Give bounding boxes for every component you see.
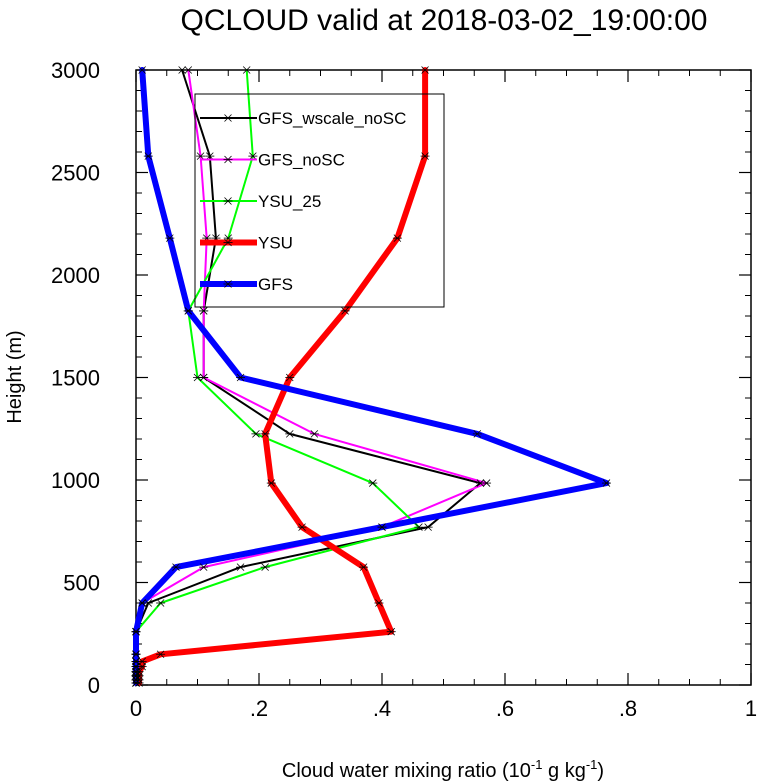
legend-marker (223, 155, 233, 164)
plot-area: 0 .2 .4 .6 .8 1 0 500 1000 1500 2000 2500 3000 (51, 58, 757, 721)
x-axis-label-part3: ) (597, 760, 604, 782)
data-point-YSU (374, 599, 384, 607)
data-point-GFS (137, 599, 147, 607)
data-point-GFS (131, 671, 141, 680)
x-tick-label: .6 (496, 696, 514, 721)
legend-label: YSU_25 (258, 192, 321, 211)
data-point-YSU (359, 563, 369, 571)
data-point-YSU (420, 152, 430, 160)
y-tick-label: 1000 (51, 468, 100, 493)
data-point-GFS_noSC (199, 307, 209, 315)
data-point-YSU (386, 627, 396, 636)
data-point-YSU_25 (193, 373, 202, 382)
data-point-GFS (377, 523, 387, 531)
x-axis-label-part2: g kg (542, 760, 585, 782)
y-axis-label: Height (m) (4, 330, 26, 423)
data-point-YSU_25 (248, 152, 258, 160)
data-point-GFS (472, 430, 482, 438)
y-tick-label: 1500 (51, 366, 100, 391)
data-point-YSU (285, 373, 295, 382)
legend: GFS_wscale_noSC GFS_noSC YSU_25 YSU GFS (194, 93, 445, 308)
data-point-GFS (131, 657, 141, 666)
data-point-GFS (143, 152, 153, 160)
data-point-GFS (165, 234, 175, 242)
legend-entries: GFS_wscale_noSC GFS_noSC YSU_25 YSU GFS (200, 109, 406, 294)
legend-marker (223, 280, 233, 288)
y-tick-label: 3000 (51, 58, 100, 83)
data-point-YSU (297, 523, 307, 531)
data-point-GFS_noSC (196, 152, 206, 160)
data-point-GFS (131, 650, 141, 659)
data-point-YSU_25 (156, 599, 166, 607)
data-point-GFS (171, 563, 181, 571)
data-point-YSU (420, 66, 430, 74)
legend-label: GFS_wscale_noSC (258, 109, 406, 128)
x-axis-label-sup1: -1 (531, 757, 543, 772)
data-point-GFS_wscale_noSC (205, 152, 215, 160)
x-tick-label: .2 (250, 696, 268, 721)
legend-label: GFS_noSC (258, 151, 345, 170)
data-point-YSU (266, 479, 276, 487)
y-tick-label: 500 (63, 571, 100, 596)
x-tick-label: .4 (373, 696, 391, 721)
data-point-GFS (601, 479, 611, 487)
data-point-YSU_25 (242, 66, 252, 74)
data-point-YSU_25 (414, 523, 424, 531)
x-axis-label: Cloud water mixing ratio (10-1 g kg-1) (282, 757, 604, 782)
ticks-layer: 0 .2 .4 .6 .8 1 0 500 1000 1500 2000 2500 3000 (51, 58, 757, 721)
x-tick-label: .8 (619, 696, 637, 721)
legend-item: YSU (200, 234, 293, 253)
legend-marker (223, 238, 233, 247)
data-point-GFS_noSC (199, 563, 209, 571)
chart-title: QCLOUD valid at 2018-03-02_19:00:00 (181, 4, 708, 37)
y-tick-label: 0 (88, 673, 100, 698)
data-point-GFS_wscale_noSC (423, 523, 433, 531)
data-point-YSU_25 (368, 479, 378, 487)
data-point-GFS_wscale_noSC (236, 563, 246, 571)
x-axis-label-part1: Cloud water mixing ratio (10 (282, 760, 531, 782)
data-point-GFS (236, 373, 246, 382)
legend-label: GFS (258, 275, 293, 294)
legend-label: YSU (258, 234, 293, 253)
data-point-GFS_noSC (309, 430, 319, 438)
y-tick-label: 2500 (51, 161, 100, 186)
legend-marker (223, 114, 233, 122)
data-point-GFS (131, 627, 141, 636)
data-point-YSU (260, 430, 270, 438)
data-point-YSU (156, 650, 166, 659)
legend-item: GFS (200, 275, 293, 294)
legend-box (194, 93, 445, 308)
legend-marker (223, 197, 233, 205)
x-tick-label: 0 (130, 696, 142, 721)
y-tick-label: 2000 (51, 263, 100, 288)
legend-item: GFS_noSC (200, 151, 345, 170)
x-axis-label-sup2: -1 (586, 757, 598, 772)
data-point-GFS_noSC (183, 66, 193, 74)
data-point-YSU (392, 234, 402, 242)
data-point-GFS_noSC (482, 479, 492, 487)
legend-item: YSU_25 (200, 192, 321, 211)
legend-item: GFS_wscale_noSC (200, 109, 406, 128)
data-point-YSU_25 (260, 563, 270, 571)
x-tick-label: 1 (745, 696, 757, 721)
data-point-GFS (137, 66, 147, 74)
data-point-YSU (340, 307, 350, 315)
data-point-YSU_25 (251, 430, 261, 438)
data-point-GFS_wscale_noSC (285, 430, 295, 438)
data-point-GFS (131, 676, 141, 684)
data-point-GFS (183, 307, 193, 315)
